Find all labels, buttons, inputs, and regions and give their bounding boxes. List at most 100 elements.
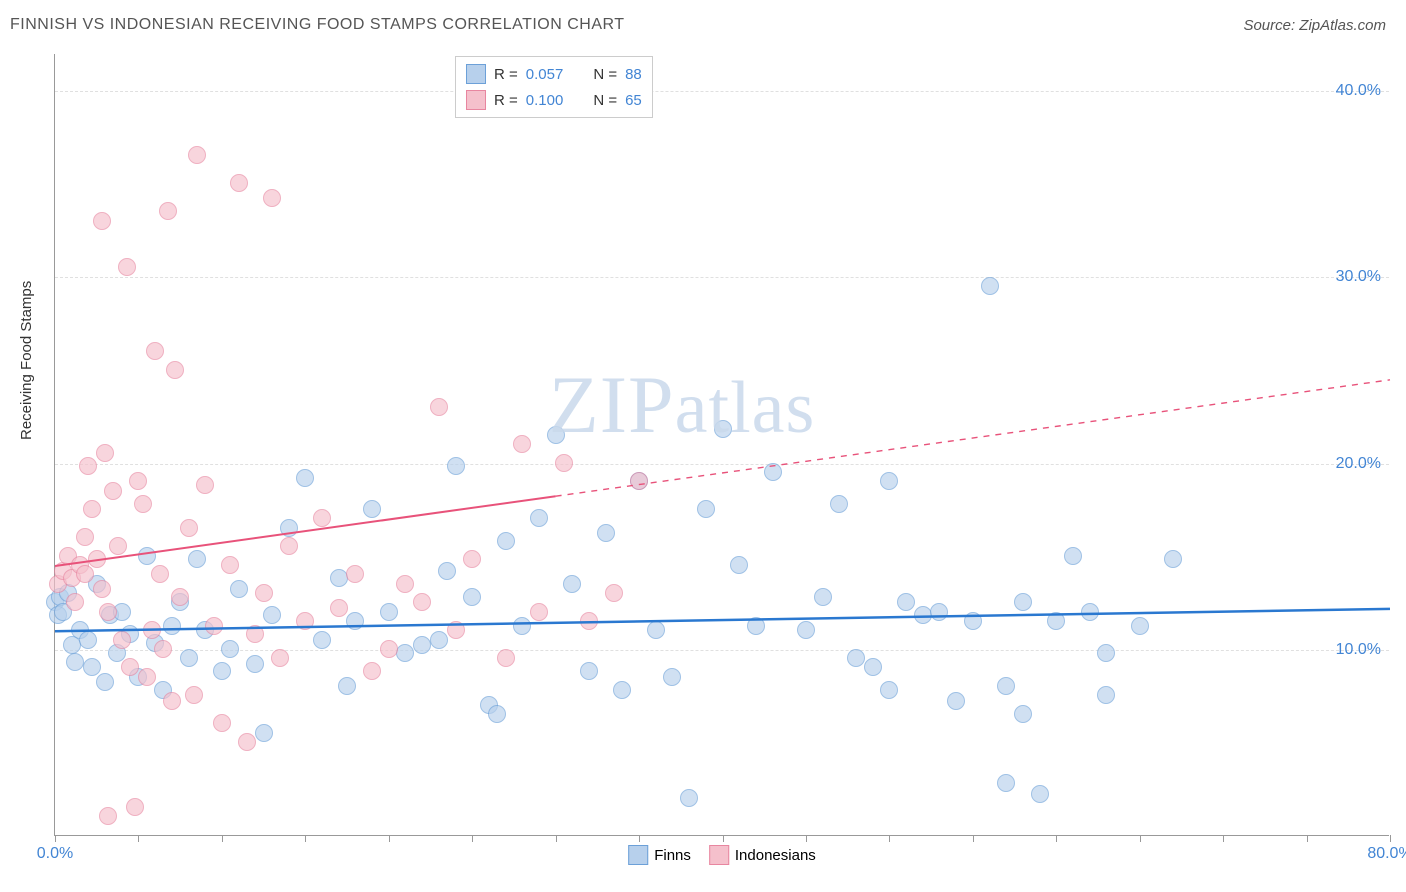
scatter-point (555, 454, 573, 472)
n-value: 65 (625, 92, 642, 109)
scatter-point (1131, 617, 1149, 635)
scatter-point (530, 603, 548, 621)
scatter-point (196, 476, 214, 494)
x-tick (305, 835, 306, 842)
scatter-point (897, 593, 915, 611)
scatter-point (1097, 644, 1115, 662)
x-tick (806, 835, 807, 842)
y-tick-label: 10.0% (1336, 641, 1381, 659)
x-tick (472, 835, 473, 842)
chart-title: FINNISH VS INDONESIAN RECEIVING FOOD STA… (10, 16, 625, 34)
scatter-point (463, 588, 481, 606)
scatter-point (730, 556, 748, 574)
series-legend-label: Indonesians (735, 847, 816, 864)
scatter-point (680, 789, 698, 807)
n-value: 88 (625, 66, 642, 83)
scatter-point (263, 606, 281, 624)
scatter-point (188, 550, 206, 568)
scatter-point (221, 640, 239, 658)
scatter-point (930, 603, 948, 621)
y-tick-label: 20.0% (1336, 455, 1381, 473)
scatter-point (797, 621, 815, 639)
x-tick (723, 835, 724, 842)
scatter-point (647, 621, 665, 639)
scatter-point (363, 500, 381, 518)
watermark: ZIPatlas (549, 358, 816, 452)
x-tick (138, 835, 139, 842)
scatter-point (79, 457, 97, 475)
scatter-point (463, 550, 481, 568)
scatter-point (997, 774, 1015, 792)
stats-legend-row: R =0.057N =88 (466, 61, 642, 87)
scatter-point (380, 640, 398, 658)
scatter-point (99, 807, 117, 825)
x-tick (639, 835, 640, 842)
scatter-point (346, 565, 364, 583)
x-tick (1307, 835, 1308, 842)
scatter-point (185, 686, 203, 704)
chart-header: FINNISH VS INDONESIAN RECEIVING FOOD STA… (10, 16, 1386, 34)
gridline (55, 650, 1389, 651)
scatter-point (66, 653, 84, 671)
scatter-point (580, 662, 598, 680)
scatter-point (163, 692, 181, 710)
scatter-point (430, 398, 448, 416)
scatter-point (914, 606, 932, 624)
scatter-point (396, 575, 414, 593)
scatter-point (413, 636, 431, 654)
scatter-point (413, 593, 431, 611)
series-legend-label: Finns (654, 847, 691, 864)
scatter-point (83, 500, 101, 518)
scatter-point (447, 621, 465, 639)
scatter-point (126, 798, 144, 816)
x-tick (1223, 835, 1224, 842)
scatter-point (981, 277, 999, 295)
scatter-point (255, 724, 273, 742)
scatter-point (814, 588, 832, 606)
legend-swatch (466, 90, 486, 110)
scatter-point (146, 342, 164, 360)
scatter-point (163, 617, 181, 635)
scatter-point (488, 705, 506, 723)
scatter-point (1014, 705, 1032, 723)
scatter-point (830, 495, 848, 513)
scatter-point (138, 547, 156, 565)
scatter-point (121, 658, 139, 676)
scatter-point (221, 556, 239, 574)
scatter-point (180, 519, 198, 537)
trend-line (55, 54, 1390, 836)
scatter-point (99, 603, 117, 621)
gridline (55, 464, 1389, 465)
trend-line (55, 54, 1390, 836)
scatter-point (96, 444, 114, 462)
scatter-point (76, 565, 94, 583)
x-tick (556, 835, 557, 842)
scatter-point (663, 668, 681, 686)
scatter-point (714, 420, 732, 438)
scatter-point (1031, 785, 1049, 803)
scatter-chart: ZIPatlas 10.0%20.0%30.0%40.0%0.0%80.0%R … (54, 54, 1389, 836)
scatter-point (380, 603, 398, 621)
y-axis-label: Receiving Food Stamps (18, 281, 35, 440)
series-legend-item: Finns (628, 845, 691, 865)
scatter-point (1097, 686, 1115, 704)
scatter-point (246, 655, 264, 673)
series-legend-item: Indonesians (709, 845, 816, 865)
scatter-point (109, 537, 127, 555)
scatter-point (338, 677, 356, 695)
scatter-point (129, 472, 147, 490)
scatter-point (205, 617, 223, 635)
scatter-point (166, 361, 184, 379)
scatter-point (180, 649, 198, 667)
scatter-point (396, 644, 414, 662)
scatter-point (230, 174, 248, 192)
scatter-point (563, 575, 581, 593)
scatter-point (363, 662, 381, 680)
scatter-point (138, 668, 156, 686)
scatter-point (66, 593, 84, 611)
x-tick (222, 835, 223, 842)
r-value: 0.057 (526, 66, 564, 83)
r-label: R = (494, 66, 518, 83)
stats-legend-row: R =0.100N =65 (466, 87, 642, 113)
scatter-point (96, 673, 114, 691)
